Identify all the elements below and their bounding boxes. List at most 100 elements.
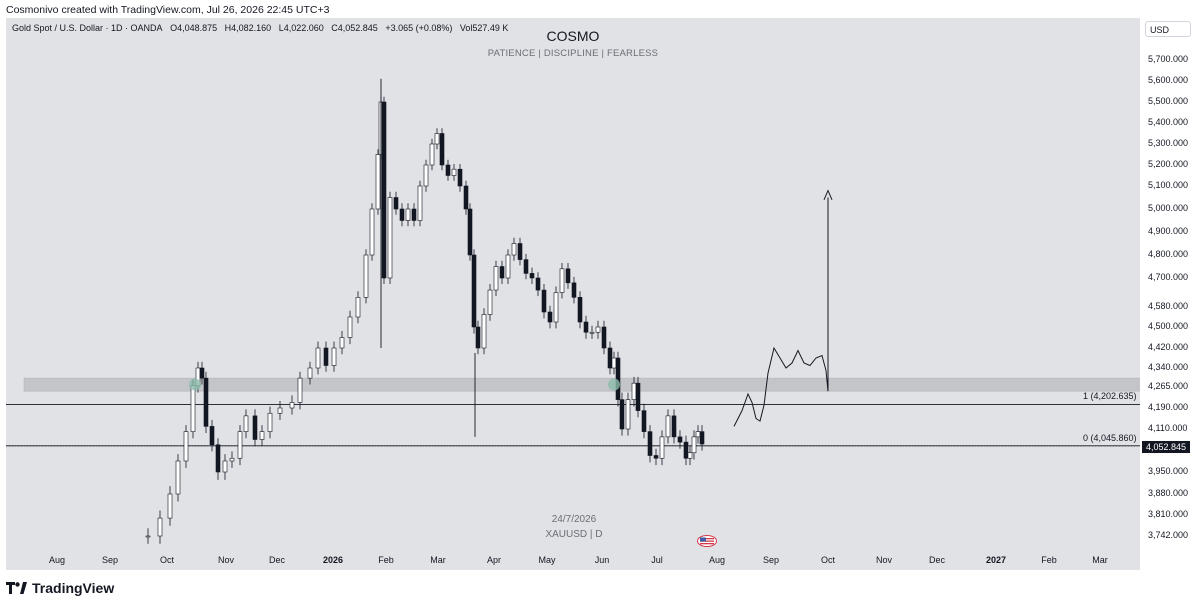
price-tick: 5,400.000 — [1148, 117, 1189, 127]
candle-body — [511, 243, 517, 256]
price-tick: 3,950.000 — [1148, 466, 1189, 476]
candle-body — [423, 164, 429, 187]
price-tick: 5,500.000 — [1148, 96, 1189, 106]
watermark-subtitle: PATIENCE | DISCIPLINE | FEARLESS — [487, 48, 659, 59]
price-tick: 5,700.000 — [1148, 54, 1189, 64]
candle-body — [323, 347, 329, 366]
price-tick: 5,300.000 — [1148, 138, 1189, 148]
legend-symbol: Gold Spot / U.S. Dollar · 1D · OANDA — [12, 23, 163, 33]
price-tick: 4,420.000 — [1148, 342, 1189, 352]
candle-body — [535, 277, 541, 291]
candle-body — [475, 326, 481, 349]
candle-body — [559, 268, 565, 293]
footer-brand: TradingView — [32, 580, 115, 596]
candle-body — [451, 168, 457, 176]
time-tick: 2026 — [322, 555, 344, 565]
legend-open: O4,048.875 — [170, 23, 218, 33]
candle-body — [471, 254, 477, 328]
touch-marker — [189, 378, 201, 391]
chart-pane[interactable] — [6, 18, 1140, 570]
price-tick: 3,880.000 — [1148, 488, 1189, 498]
candle-body — [252, 415, 258, 440]
candle-body — [601, 326, 607, 349]
watermark-title: COSMO — [546, 28, 600, 44]
price-tick: 4,340.000 — [1148, 362, 1189, 372]
time-tick: Jun — [594, 555, 610, 565]
candle-body — [331, 347, 337, 366]
candle-body — [229, 457, 235, 462]
candle-body — [243, 415, 249, 432]
candle-body — [203, 377, 209, 427]
price-tick: 4,265.000 — [1148, 381, 1189, 391]
candle-body — [695, 431, 701, 438]
price-tick: 3,742.000 — [1148, 530, 1189, 540]
currency-button[interactable]: USD — [1145, 21, 1191, 37]
candle-body — [411, 208, 417, 221]
candle-body — [677, 436, 683, 443]
candle-body — [145, 535, 151, 538]
watermark-symbol: XAUUSD | D — [545, 529, 603, 540]
candle-body — [175, 460, 181, 495]
candle-body — [505, 254, 511, 279]
time-tick: Jul — [651, 555, 663, 565]
candle-body — [297, 377, 303, 403]
time-tick: Sep — [762, 555, 780, 565]
legend-low: L4,022.060 — [278, 23, 324, 33]
watermark-date: 24/7/2026 — [551, 514, 597, 525]
candle-body — [619, 399, 625, 430]
candle-body — [463, 185, 469, 210]
candle-body — [417, 185, 423, 221]
candle-body — [237, 431, 243, 459]
candle-body — [267, 412, 273, 432]
time-tick: Apr — [486, 555, 502, 565]
candle-body — [523, 259, 529, 274]
footer: TradingView — [6, 578, 114, 598]
candle-body — [493, 266, 499, 291]
chart-credit: Cosmonivo created with TradingView.com, … — [6, 4, 330, 16]
time-tick: Aug — [48, 555, 66, 565]
candle-body — [659, 436, 665, 459]
time-tick: Sep — [101, 555, 119, 565]
price-chart[interactable] — [6, 18, 1140, 570]
candle-body — [647, 431, 653, 456]
candle-body — [571, 282, 577, 298]
candle-body — [209, 426, 215, 446]
candle-body — [183, 431, 189, 462]
time-tick: Nov — [875, 555, 893, 565]
candle-body — [671, 415, 677, 438]
candle-body — [625, 399, 631, 430]
touch-marker — [608, 378, 620, 391]
legend-high: H4,082.160 — [224, 23, 272, 33]
candle-body — [315, 347, 321, 369]
candle-body — [393, 197, 399, 210]
candle-body — [529, 273, 535, 279]
candle-body — [547, 311, 553, 323]
candle-body — [259, 431, 265, 440]
time-tick: Dec — [928, 555, 946, 565]
candle-body — [641, 410, 647, 432]
candle-body — [369, 208, 375, 256]
candle-body — [481, 314, 487, 349]
candle-body — [439, 133, 445, 166]
time-tick: Feb — [378, 555, 394, 565]
candle-body — [355, 297, 361, 318]
price-tick: 4,900.000 — [1148, 226, 1189, 236]
candle-body — [635, 382, 641, 411]
time-tick: Feb — [1041, 555, 1057, 565]
projection-path — [733, 197, 829, 427]
time-tick: Aug — [708, 555, 726, 565]
legend-volume: Vol527.49 K — [459, 23, 509, 33]
candle-body — [347, 316, 353, 338]
symbol-legend[interactable]: Gold Spot / U.S. Dollar · 1D · OANDA O4,… — [12, 23, 513, 33]
time-tick: Dec — [268, 555, 286, 565]
candle-body — [457, 168, 463, 187]
candle-body — [577, 297, 583, 323]
candle-body — [167, 493, 173, 519]
candle-body — [399, 208, 405, 221]
legend-change: +3.065 (+0.08%) — [385, 23, 453, 33]
price-tick: 4,800.000 — [1148, 249, 1189, 259]
candle-body — [615, 357, 621, 400]
us-flag-icon[interactable] — [697, 534, 717, 547]
candle-body — [607, 347, 613, 369]
price-axis[interactable] — [1140, 18, 1200, 570]
